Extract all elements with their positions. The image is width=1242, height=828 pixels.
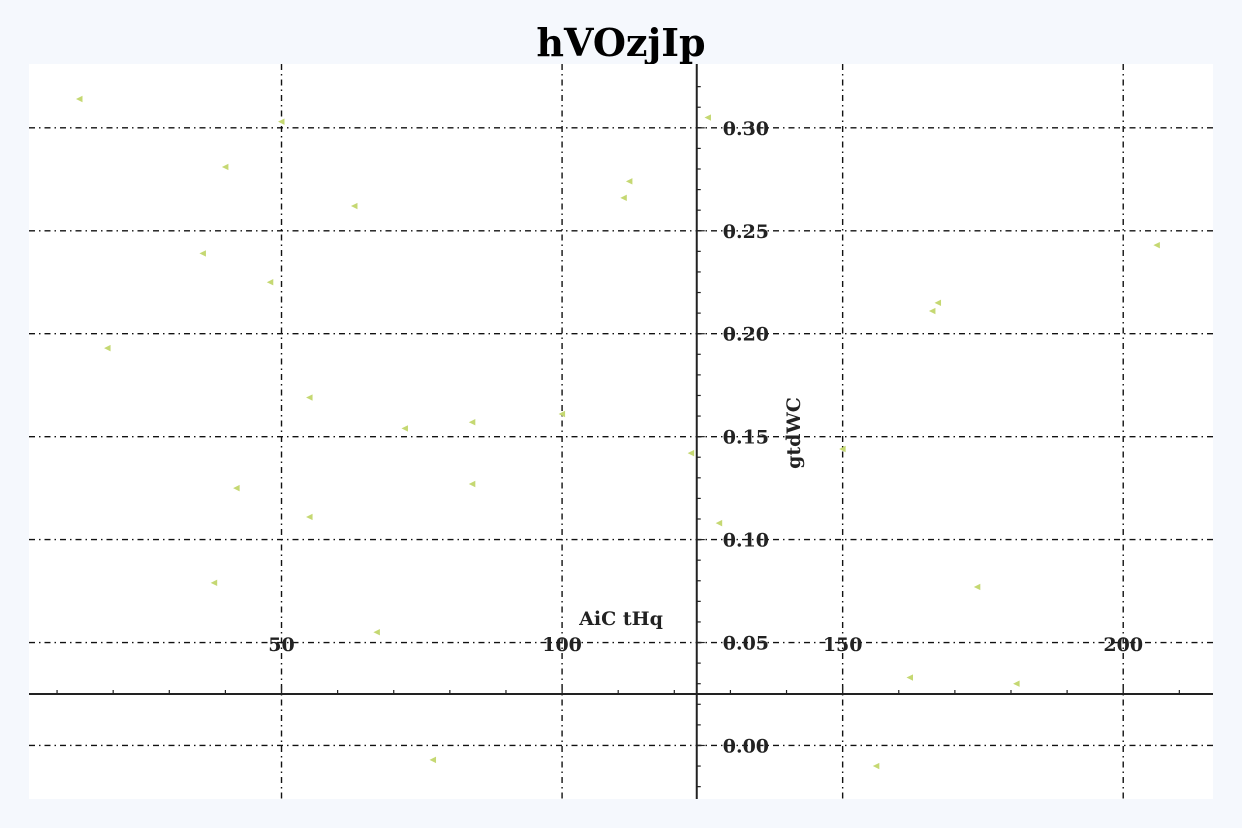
data-point — [221, 163, 229, 171]
tick-label-layer: 50 100 150 200 0.00 0.05 0.10 0.15 0.20 0.25 0.30 — [268, 118, 1143, 758]
x-tick-label: 150 — [823, 634, 863, 656]
data-point — [468, 419, 476, 426]
data-point — [687, 449, 695, 457]
data-point — [1013, 680, 1020, 687]
plot-area — [29, 64, 1213, 799]
data-point — [1153, 241, 1160, 249]
data-point — [76, 95, 83, 103]
points-layer — [76, 95, 1160, 770]
data-point — [350, 202, 358, 210]
data-point — [625, 178, 633, 185]
y-tick-label: 0.00 — [723, 735, 769, 757]
y-tick-label: 0.05 — [723, 633, 769, 655]
data-point — [278, 118, 285, 125]
data-point — [401, 425, 408, 432]
data-point — [906, 674, 913, 681]
data-point — [872, 762, 880, 770]
data-point — [715, 519, 723, 527]
x-tick-label: 100 — [542, 634, 582, 656]
grid-layer — [29, 64, 1213, 799]
data-point — [266, 279, 274, 286]
x-tick-label: 200 — [1103, 634, 1143, 656]
y-tick-label: 0.25 — [723, 221, 769, 243]
data-point — [210, 579, 218, 587]
data-point — [558, 410, 566, 418]
y-tick-label: 0.15 — [723, 427, 769, 449]
data-point — [620, 194, 627, 202]
data-point — [306, 513, 313, 521]
data-point — [704, 114, 711, 121]
axis-layer — [29, 64, 1213, 799]
y-axis-label: gtdWC — [783, 397, 805, 469]
data-point — [373, 629, 380, 636]
data-point — [104, 344, 111, 352]
data-point — [306, 394, 313, 401]
y-tick-label: 0.10 — [723, 530, 769, 552]
data-point — [928, 307, 936, 315]
data-point — [839, 445, 846, 453]
x-tick-label: 50 — [268, 634, 294, 656]
x-axis-label: AiC tHq — [578, 608, 663, 630]
data-point — [429, 756, 437, 764]
y-tick-label: 0.30 — [723, 118, 769, 140]
data-point — [233, 484, 240, 492]
data-point — [973, 583, 981, 591]
data-point — [934, 299, 942, 307]
data-point — [468, 480, 476, 488]
data-point — [199, 250, 206, 257]
y-tick-label: 0.20 — [723, 324, 769, 346]
chart-title: hVOzjIp — [536, 20, 705, 65]
